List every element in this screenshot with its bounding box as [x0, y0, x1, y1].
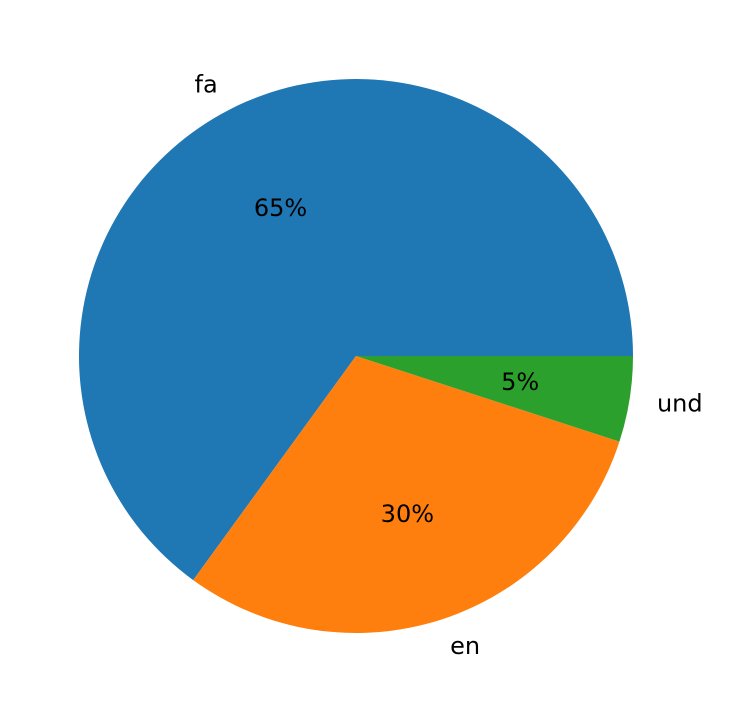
pie-slice-und: [356, 356, 633, 442]
pct-label-fa: 65%: [254, 194, 307, 222]
pie-slice-en: [193, 356, 620, 633]
slice-label-fa: fa: [195, 71, 218, 99]
pie-slices: [79, 79, 634, 633]
pie-slice-fa: [79, 79, 634, 581]
slice-label-en: en: [450, 632, 480, 660]
pie-labels: fa 65% en 30% und 5%: [195, 71, 703, 660]
slice-label-und: und: [657, 390, 703, 418]
pct-label-en: 30%: [381, 500, 434, 528]
pct-label-und: 5%: [501, 368, 539, 396]
